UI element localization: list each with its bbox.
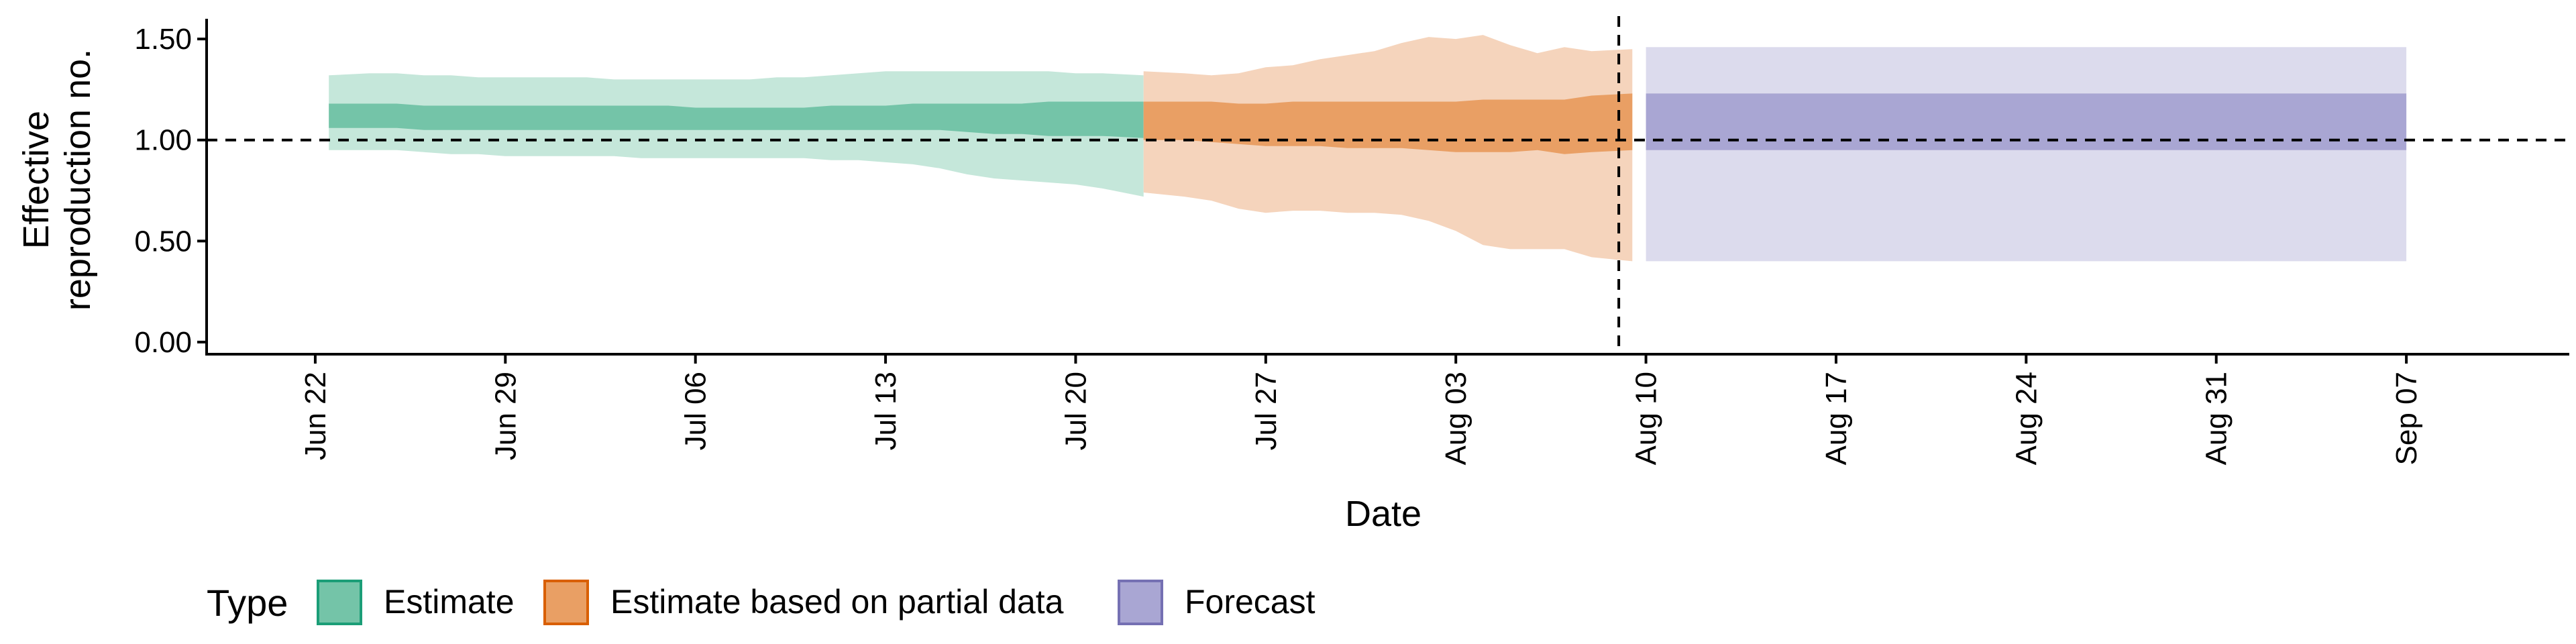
y-tick-label: 0.00 xyxy=(134,326,192,359)
x-tick-label: Jun 22 xyxy=(299,372,332,460)
ribbon-bands xyxy=(329,35,2407,262)
x-tick-label: Jun 29 xyxy=(489,372,522,460)
x-axis-title: Date xyxy=(1345,494,1421,534)
y-axis-title: Effective reproduction no. xyxy=(16,49,98,311)
reference-lines xyxy=(207,16,2569,354)
x-tick-label: Sep 07 xyxy=(2390,372,2423,465)
x-tick-label: Aug 03 xyxy=(1440,372,1472,465)
y-axis-title-line-2: reproduction no. xyxy=(58,49,98,311)
legend-key-partial-estimate xyxy=(543,580,589,625)
estimate-inner-band xyxy=(329,101,1144,138)
legend: Type Estimate Estimate based on partial … xyxy=(207,580,1316,625)
x-tick-label: Aug 17 xyxy=(1820,372,1853,465)
axes xyxy=(205,19,2569,356)
forecast-inner-band xyxy=(1646,93,2407,150)
x-tick-label: Jul 20 xyxy=(1059,372,1092,450)
estimate-outer-band xyxy=(329,71,1144,197)
x-tick-label: Aug 31 xyxy=(2200,372,2233,465)
y-tick-label: 0.50 xyxy=(134,225,192,258)
legend-key-forecast xyxy=(1118,580,1163,625)
legend-key-estimate xyxy=(317,580,362,625)
x-tick-label: Jul 27 xyxy=(1250,372,1283,450)
x-tick-label: Aug 24 xyxy=(2010,372,2043,465)
x-tick-label: Aug 10 xyxy=(1630,372,1663,465)
y-axis-ticks: 0.00 0.50 1.00 1.50 xyxy=(134,23,207,359)
legend-label-estimate: Estimate xyxy=(384,583,515,621)
y-axis-title-line-1: Effective xyxy=(16,111,56,249)
legend-label-forecast: Forecast xyxy=(1185,583,1316,621)
y-tick-label: 1.50 xyxy=(134,23,192,56)
legend-title: Type xyxy=(207,582,288,624)
x-axis-ticks: Jun 22 Jun 29 Jul 06 Jul 13 Jul 20 Jul 27 Aug … xyxy=(299,354,2423,465)
legend-label-partial-estimate: Estimate based on partial data xyxy=(610,583,1064,621)
y-tick-label: 1.00 xyxy=(134,124,192,157)
forecast-outer-band xyxy=(1646,47,2407,262)
x-tick-label: Jul 06 xyxy=(680,372,712,450)
x-tick-label: Jul 13 xyxy=(869,372,902,450)
